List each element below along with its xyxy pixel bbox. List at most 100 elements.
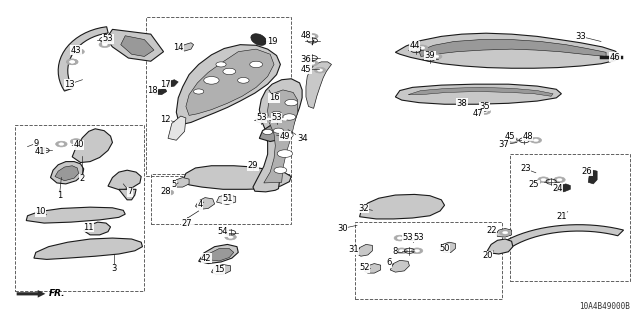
Circle shape bbox=[417, 45, 428, 51]
Polygon shape bbox=[182, 166, 291, 189]
Text: 20: 20 bbox=[482, 251, 493, 260]
Text: 9: 9 bbox=[33, 139, 38, 148]
Text: 14: 14 bbox=[173, 43, 184, 52]
Circle shape bbox=[263, 116, 275, 122]
Circle shape bbox=[499, 230, 511, 236]
Polygon shape bbox=[186, 49, 274, 116]
Text: 32: 32 bbox=[358, 204, 369, 213]
Text: 10A4B49000B: 10A4B49000B bbox=[579, 302, 630, 311]
Circle shape bbox=[237, 77, 249, 83]
Polygon shape bbox=[34, 238, 143, 260]
Polygon shape bbox=[365, 264, 381, 273]
Circle shape bbox=[431, 53, 442, 59]
Text: 12: 12 bbox=[160, 115, 171, 124]
Circle shape bbox=[420, 46, 425, 49]
Polygon shape bbox=[119, 189, 136, 200]
Text: 35: 35 bbox=[479, 102, 490, 111]
Text: 33: 33 bbox=[575, 32, 586, 41]
Circle shape bbox=[204, 76, 219, 84]
Polygon shape bbox=[26, 207, 125, 223]
Circle shape bbox=[225, 234, 236, 240]
Text: 7: 7 bbox=[127, 188, 132, 196]
Text: 40: 40 bbox=[74, 140, 84, 149]
Text: 46: 46 bbox=[610, 53, 620, 62]
Text: 52: 52 bbox=[360, 263, 370, 272]
Polygon shape bbox=[206, 249, 234, 261]
Text: 47: 47 bbox=[473, 109, 484, 118]
Circle shape bbox=[271, 111, 282, 116]
Circle shape bbox=[307, 60, 318, 66]
Circle shape bbox=[554, 177, 565, 183]
Circle shape bbox=[502, 231, 508, 234]
Polygon shape bbox=[396, 84, 561, 104]
Circle shape bbox=[507, 137, 518, 143]
Circle shape bbox=[273, 128, 284, 133]
Ellipse shape bbox=[251, 34, 266, 45]
Circle shape bbox=[277, 150, 292, 157]
Text: 39: 39 bbox=[424, 51, 435, 60]
Circle shape bbox=[415, 250, 420, 252]
Text: 4: 4 bbox=[197, 200, 203, 209]
Text: 36: 36 bbox=[301, 55, 311, 64]
Text: 30: 30 bbox=[337, 224, 348, 233]
Circle shape bbox=[285, 100, 298, 106]
Circle shape bbox=[283, 114, 296, 120]
Text: 53: 53 bbox=[271, 114, 282, 123]
Circle shape bbox=[482, 110, 487, 113]
Circle shape bbox=[541, 179, 546, 181]
Polygon shape bbox=[259, 124, 288, 141]
Circle shape bbox=[317, 69, 323, 71]
Polygon shape bbox=[588, 170, 597, 184]
Text: 2: 2 bbox=[80, 174, 85, 183]
Polygon shape bbox=[408, 87, 553, 96]
Text: 48: 48 bbox=[301, 31, 311, 40]
Text: 23: 23 bbox=[520, 164, 531, 173]
Text: 31: 31 bbox=[348, 245, 358, 254]
Polygon shape bbox=[555, 184, 570, 192]
Polygon shape bbox=[173, 178, 189, 187]
Circle shape bbox=[99, 42, 111, 48]
Text: 28: 28 bbox=[160, 188, 171, 196]
Text: 44: 44 bbox=[409, 41, 420, 51]
Circle shape bbox=[282, 118, 287, 121]
Text: 43: 43 bbox=[71, 45, 81, 55]
Circle shape bbox=[314, 67, 326, 73]
Text: 11: 11 bbox=[84, 223, 94, 232]
Polygon shape bbox=[502, 225, 623, 247]
Text: 37: 37 bbox=[499, 140, 509, 149]
Text: 18: 18 bbox=[147, 86, 158, 95]
Polygon shape bbox=[419, 40, 606, 56]
Circle shape bbox=[70, 60, 75, 63]
Circle shape bbox=[310, 62, 315, 64]
Polygon shape bbox=[495, 228, 511, 237]
Polygon shape bbox=[51, 162, 84, 184]
Text: 29: 29 bbox=[248, 161, 258, 170]
Polygon shape bbox=[216, 195, 236, 204]
Polygon shape bbox=[17, 290, 45, 298]
Text: 15: 15 bbox=[214, 265, 225, 275]
Circle shape bbox=[262, 129, 273, 134]
Circle shape bbox=[163, 190, 173, 196]
Text: 8: 8 bbox=[393, 247, 398, 256]
Circle shape bbox=[278, 116, 290, 122]
Polygon shape bbox=[72, 129, 113, 163]
Polygon shape bbox=[195, 197, 214, 209]
Text: 38: 38 bbox=[456, 99, 467, 108]
Circle shape bbox=[274, 167, 287, 173]
Text: 48: 48 bbox=[522, 132, 533, 140]
Text: 26: 26 bbox=[582, 167, 592, 176]
Polygon shape bbox=[84, 222, 111, 235]
Text: 34: 34 bbox=[297, 134, 307, 143]
Circle shape bbox=[56, 141, 67, 147]
Text: 53: 53 bbox=[413, 233, 424, 242]
Circle shape bbox=[59, 143, 64, 145]
Circle shape bbox=[397, 237, 403, 239]
Text: 21: 21 bbox=[556, 212, 566, 221]
Circle shape bbox=[266, 118, 271, 121]
Polygon shape bbox=[106, 29, 164, 61]
Polygon shape bbox=[176, 45, 280, 125]
Text: FR.: FR. bbox=[49, 289, 66, 298]
Circle shape bbox=[412, 248, 423, 254]
Polygon shape bbox=[166, 80, 178, 87]
Polygon shape bbox=[211, 265, 230, 275]
